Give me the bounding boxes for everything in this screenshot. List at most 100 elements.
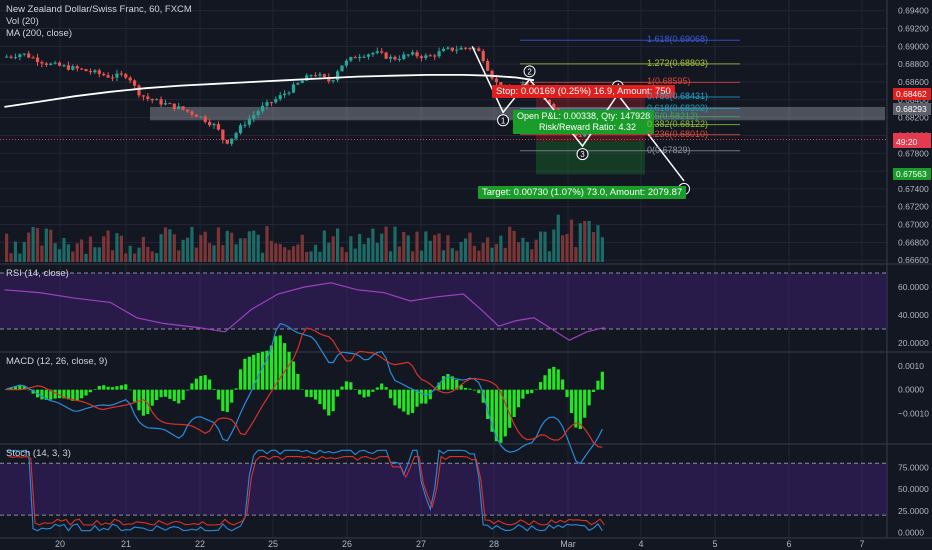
candle-body-17 xyxy=(80,68,84,70)
candle-body-108 xyxy=(481,51,485,62)
volume-bar-68 xyxy=(305,252,309,262)
macd-hist-79 xyxy=(353,389,357,390)
macd-hist-38 xyxy=(172,389,176,402)
candle-body-46 xyxy=(208,121,212,126)
candle-body-53 xyxy=(238,125,243,134)
stoch-label: Stoch (14, 3, 3) xyxy=(6,448,71,459)
candle-body-34 xyxy=(155,99,159,101)
wave-label-0: 1 xyxy=(501,116,506,125)
volume-bar-83 xyxy=(371,228,375,262)
macd-hist-33 xyxy=(150,389,154,406)
macd-hist-71 xyxy=(318,389,322,405)
volume-bar-129 xyxy=(574,247,578,262)
macd-hist-129 xyxy=(574,389,578,428)
candle-body-18 xyxy=(84,69,88,72)
candle-body-47 xyxy=(212,123,216,126)
volume-bar-22 xyxy=(102,236,106,262)
volume-bar-100 xyxy=(446,235,450,262)
candle-body-89 xyxy=(397,58,401,60)
volume-bar-30 xyxy=(137,247,141,262)
macd-hist-132 xyxy=(587,389,591,406)
volume-bar-128 xyxy=(569,219,574,262)
candle-body-72 xyxy=(322,74,326,77)
volume-bar-3 xyxy=(18,253,22,262)
candle-body-55 xyxy=(247,118,251,125)
macd-hist-95 xyxy=(424,389,428,404)
time-tick-9: 5 xyxy=(712,539,717,549)
price-tag: 0.67563 xyxy=(893,168,931,181)
volume-bar-57 xyxy=(256,234,260,262)
candle-body-24 xyxy=(110,77,115,79)
candle-body-1 xyxy=(9,56,13,58)
macd-hist-30 xyxy=(137,389,141,411)
macd-line xyxy=(6,322,603,465)
macd-hist-130 xyxy=(578,389,582,430)
volume-bar-13 xyxy=(62,237,66,262)
candle-body-51 xyxy=(230,138,234,144)
price-tick-7: 0.66600 xyxy=(898,255,929,265)
fib-label: 1(0.68595) xyxy=(647,76,691,87)
open-pnl-box[interactable]: Open P&L: 0.00338, Qty: 147928 Risk/Rewa… xyxy=(513,110,655,134)
fib-label: 0.786(0.68431) xyxy=(647,91,709,102)
volume-bar-7 xyxy=(35,227,40,262)
candle-body-107 xyxy=(477,48,481,52)
volume-bar-51 xyxy=(230,232,234,262)
price-tick-1: 0.69000 xyxy=(898,41,929,51)
volume-bar-54 xyxy=(243,238,247,262)
macd-hist-40 xyxy=(181,389,185,400)
candle-body-21 xyxy=(97,70,101,74)
macd-hist-44 xyxy=(199,375,203,390)
candle-body-106 xyxy=(472,48,476,50)
macd-hist-25 xyxy=(115,386,119,390)
macd-hist-26 xyxy=(119,385,123,390)
volume-bar-49 xyxy=(221,245,225,262)
target-label[interactable]: Target: 0.00730 (1.07%) 73.0, Amount: 20… xyxy=(478,186,687,199)
volume-bar-1 xyxy=(9,253,13,262)
ma-label: MA (200, close) xyxy=(6,28,72,39)
volume-bar-29 xyxy=(132,253,137,262)
macd-hist-56 xyxy=(252,354,256,390)
candle-body-7 xyxy=(35,57,40,63)
volume-bar-77 xyxy=(344,252,349,262)
volume-bar-81 xyxy=(362,244,366,262)
macd-hist-110 xyxy=(490,389,494,432)
macd-hist-94 xyxy=(419,389,424,404)
macd-hist-60 xyxy=(269,345,273,390)
volume-bar-101 xyxy=(450,248,454,262)
candle-body-33 xyxy=(150,98,154,101)
fib-label: 1.618(0.69068) xyxy=(647,34,709,45)
macd-hist-13 xyxy=(62,389,66,399)
volume-bar-0 xyxy=(5,233,9,262)
macd-hist-8 xyxy=(40,389,44,400)
candle-body-67 xyxy=(300,80,304,84)
macd-hist-135 xyxy=(600,371,604,390)
macd-hist-59 xyxy=(265,350,269,390)
macd-hist-17 xyxy=(80,389,84,399)
volume-bar-98 xyxy=(437,233,441,262)
stop-label[interactable]: Stop: 0.00169 (0.25%) 16.9, Amount: 750 xyxy=(492,85,675,98)
candle-body-98 xyxy=(437,51,441,57)
candle-body-86 xyxy=(384,52,388,59)
volume-bar-2 xyxy=(13,241,18,262)
macd-hist-64 xyxy=(287,351,291,390)
macd-hist-104 xyxy=(463,387,468,390)
macd-hist-77 xyxy=(344,381,349,390)
macd-hist-65 xyxy=(291,361,296,390)
macd-hist-76 xyxy=(340,386,344,390)
volume-bar-20 xyxy=(93,247,97,262)
volume-bar-11 xyxy=(53,243,57,262)
volume-bar-43 xyxy=(194,247,198,262)
macd-hist-15 xyxy=(71,389,75,401)
ma200-path xyxy=(4,74,535,108)
candle-body-92 xyxy=(411,52,415,55)
candle-body-61 xyxy=(274,99,278,103)
candle-body-36 xyxy=(163,103,168,105)
volume-bar-72 xyxy=(322,230,326,262)
volume-bar-32 xyxy=(146,246,150,262)
volume-bar-67 xyxy=(300,234,304,262)
volume-bar-82 xyxy=(366,237,371,262)
candle-body-0 xyxy=(5,56,9,58)
volume-bar-46 xyxy=(208,243,212,262)
volume-bar-125 xyxy=(556,214,560,262)
